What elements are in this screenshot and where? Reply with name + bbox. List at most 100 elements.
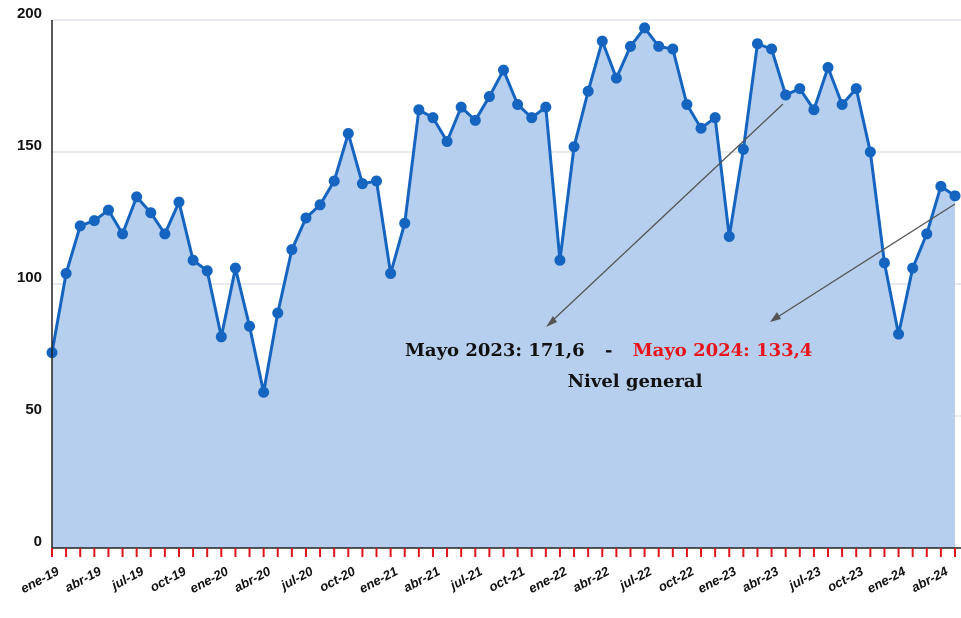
marker <box>314 199 326 211</box>
annotation-text: Nivel general <box>568 371 703 392</box>
marker <box>441 135 453 147</box>
marker <box>836 98 848 110</box>
marker <box>864 146 876 158</box>
annotation-arrow <box>775 203 956 319</box>
marker <box>878 257 890 269</box>
marker <box>117 228 129 240</box>
marker <box>653 40 665 52</box>
area <box>52 27 955 549</box>
marker <box>74 220 86 232</box>
marker <box>145 207 157 219</box>
x-tick-label: oct-19 <box>148 563 190 595</box>
x-tick-label: ene-21 <box>357 563 400 596</box>
marker <box>751 38 763 50</box>
marker <box>215 331 227 343</box>
x-tick-label: ene-20 <box>187 563 231 596</box>
x-tick-label: jul-21 <box>446 563 485 593</box>
annotation: Mayo 2023: 171,6 - Mayo 2024: 133,4 <box>405 340 812 361</box>
marker <box>624 40 636 52</box>
marker <box>455 101 467 113</box>
x-tick-label: oct-21 <box>486 563 527 594</box>
x-tick-label: abr-21 <box>401 563 443 595</box>
annotation-arrowhead <box>770 312 781 322</box>
x-tick-label: ene-19 <box>18 563 62 596</box>
marker <box>258 386 270 398</box>
y-tick-label: 50 <box>25 401 42 418</box>
x-tick-label: oct-22 <box>655 563 697 595</box>
y-tick-label: 150 <box>17 137 42 154</box>
marker <box>723 230 735 242</box>
marker <box>300 212 312 224</box>
marker <box>413 104 425 116</box>
marker <box>512 98 524 110</box>
marker <box>935 180 947 192</box>
x-tick-label: jul-19 <box>107 563 146 593</box>
marker <box>483 91 495 103</box>
marker <box>737 143 749 155</box>
x-tick-label: abr-22 <box>570 563 612 595</box>
marker <box>709 112 721 124</box>
marker <box>88 215 100 227</box>
marker <box>540 101 552 113</box>
marker <box>907 262 919 274</box>
marker <box>780 89 792 101</box>
annotation-text: - <box>605 340 612 361</box>
marker <box>949 190 961 202</box>
marker <box>610 72 622 84</box>
marker <box>131 191 143 203</box>
marker <box>822 62 834 74</box>
x-tick-label: jul-22 <box>615 563 654 593</box>
marker <box>568 141 580 153</box>
marker <box>850 83 862 95</box>
marker <box>498 64 509 76</box>
marker <box>399 217 411 229</box>
marker <box>639 22 651 34</box>
marker <box>173 196 185 208</box>
marker <box>766 43 778 55</box>
marker <box>102 204 114 216</box>
annotation-arrowhead <box>546 316 557 327</box>
marker <box>159 228 171 240</box>
marker <box>427 112 439 124</box>
marker <box>469 114 481 126</box>
marker <box>808 104 820 116</box>
marker <box>385 267 397 279</box>
marker <box>582 85 594 97</box>
marker <box>921 228 933 240</box>
marker <box>328 175 340 187</box>
x-tick-label: ene-22 <box>526 563 570 596</box>
y-tick-label: 200 <box>17 5 42 22</box>
annotation-arrow <box>550 103 784 323</box>
x-tick-label: ene-24 <box>865 563 909 596</box>
marker <box>371 175 383 187</box>
marker <box>554 254 566 266</box>
marker <box>695 122 707 134</box>
marker <box>596 35 608 47</box>
marker <box>893 328 905 340</box>
marker <box>356 178 368 190</box>
y-tick-label: 0 <box>34 533 42 550</box>
marker <box>60 267 72 279</box>
marker <box>342 128 354 140</box>
annotation-text: Mayo 2023: 171,6 <box>405 340 585 361</box>
x-tick-label: jul-20 <box>277 563 316 593</box>
marker <box>272 307 284 319</box>
y-tick-label: 100 <box>17 269 42 286</box>
annotation-text: Mayo 2024: 133,4 <box>633 340 813 361</box>
marker <box>667 43 679 55</box>
x-tick-label: oct-20 <box>317 563 359 595</box>
marker <box>286 244 298 256</box>
x-tick-label: ene-23 <box>695 563 739 596</box>
x-tick-label: abr-19 <box>62 563 104 595</box>
x-tick-label: oct-23 <box>825 563 867 595</box>
marker <box>201 265 213 277</box>
marker <box>244 320 256 332</box>
marker <box>526 112 538 124</box>
marker <box>681 98 693 110</box>
x-tick-label: abr-20 <box>232 563 274 595</box>
x-tick-label: jul-23 <box>785 563 824 593</box>
marker <box>794 83 806 95</box>
marker <box>229 262 241 274</box>
x-tick-label: abr-24 <box>909 563 951 595</box>
